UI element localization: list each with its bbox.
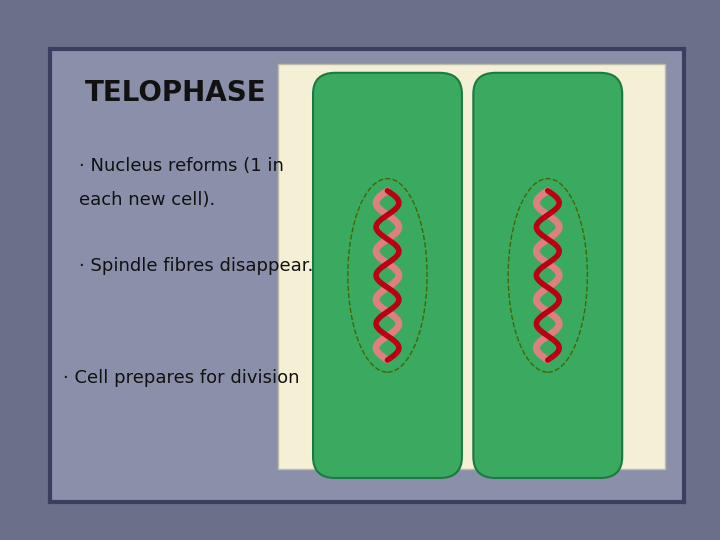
FancyBboxPatch shape <box>313 73 462 478</box>
Text: TELOPHASE: TELOPHASE <box>85 79 267 107</box>
Text: · Cell prepares for division: · Cell prepares for division <box>63 369 300 387</box>
FancyBboxPatch shape <box>279 64 665 469</box>
FancyBboxPatch shape <box>473 73 622 478</box>
Text: · Nucleus reforms (1 in: · Nucleus reforms (1 in <box>79 158 284 176</box>
Text: · Spindle fibres disappear.: · Spindle fibres disappear. <box>79 257 313 275</box>
Text: each new cell).: each new cell). <box>79 191 215 209</box>
